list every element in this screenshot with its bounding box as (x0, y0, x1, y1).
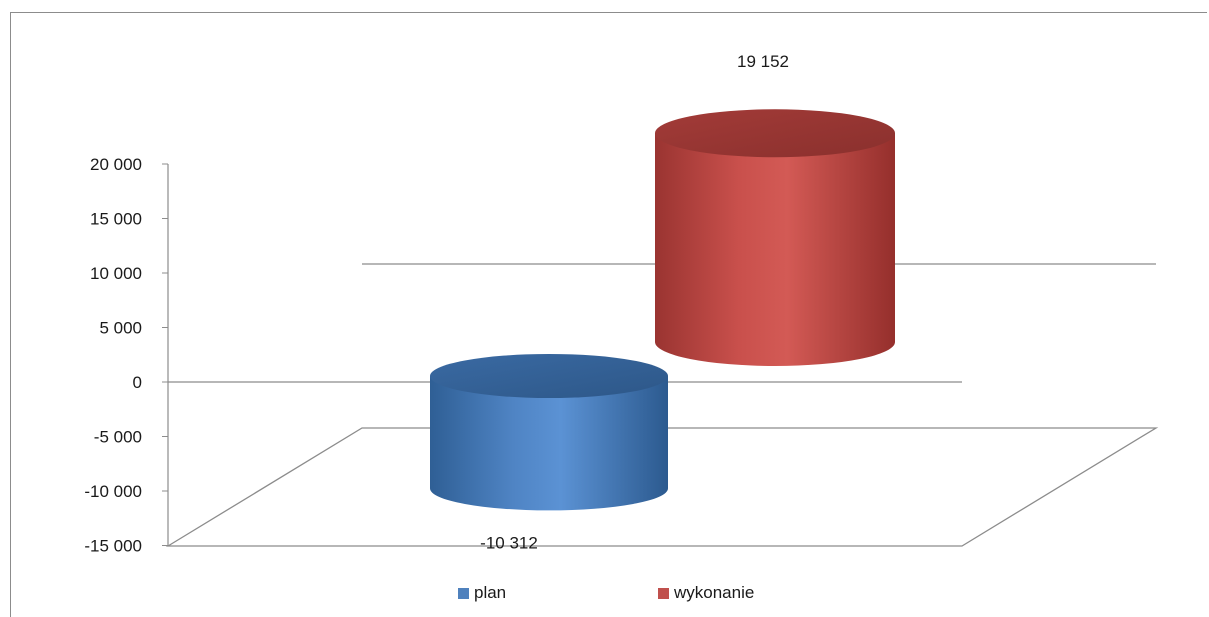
bar-plan (430, 354, 669, 511)
legend-label-plan: plan (474, 583, 507, 602)
legend-item-wykonanie: wykonanie (658, 583, 754, 603)
y-tick-label: -10 000 (84, 482, 142, 501)
legend-swatch-wykonanie (658, 587, 669, 599)
y-tick-label: 0 (133, 373, 142, 392)
cylinder-body (655, 133, 895, 366)
y-tick-label: -15 000 (84, 537, 142, 556)
bar-wykonanie (655, 109, 895, 366)
y-tick-labels: 20 000 15 000 10 000 5 000 0 -5 000 -10 000 -15… (84, 155, 168, 556)
cylinder-body (430, 376, 669, 511)
data-label-plan: -10 312 (480, 533, 538, 552)
data-label-wykonanie: 19 152 (737, 52, 789, 71)
legend-item-plan: plan (458, 583, 506, 603)
y-tick-label: 10 000 (90, 264, 142, 283)
y-tick-label: 20 000 (90, 155, 142, 174)
legend: plan wykonanie (0, 583, 1209, 607)
data-labels: -10 312 19 152 (480, 52, 789, 552)
y-tick-label: -5 000 (94, 428, 142, 447)
floor-plane (165, 427, 1159, 547)
legend-label-wykonanie: wykonanie (674, 583, 755, 602)
y-tick-label: 15 000 (90, 210, 142, 229)
bars (430, 109, 895, 511)
y-tick-label: 5 000 (99, 319, 142, 338)
chart-frame (10, 12, 1207, 617)
cylinder-top (430, 354, 668, 398)
cylinder-top (655, 109, 895, 158)
legend-swatch-plan (458, 587, 469, 599)
